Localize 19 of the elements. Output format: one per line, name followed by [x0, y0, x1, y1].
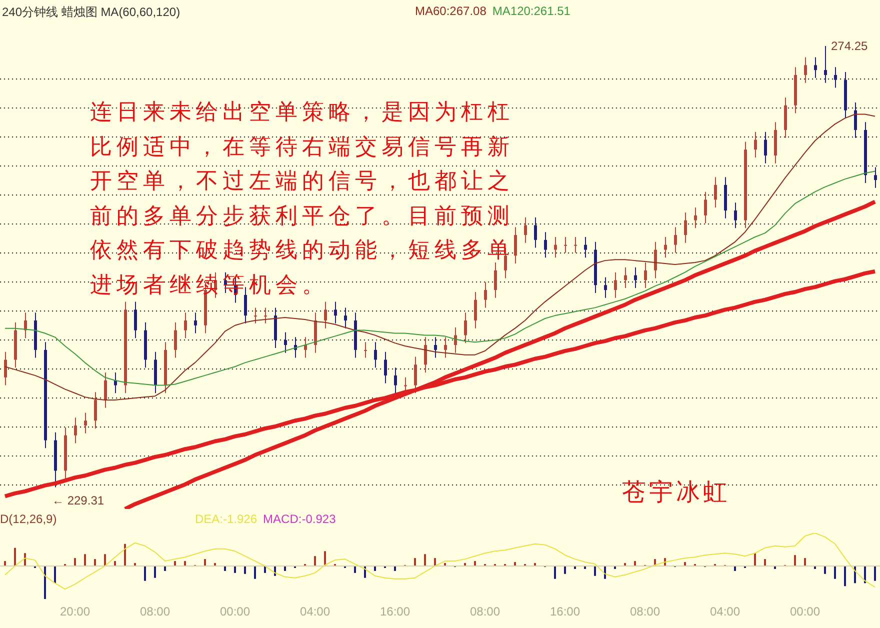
x-tick-label: 08:00 — [470, 604, 500, 619]
chart-title: D(12,26,9) — [0, 512, 57, 526]
x-tick-label: 20:00 — [60, 604, 90, 619]
x-tick-label: 16:00 — [380, 604, 410, 619]
text: DEA:-1.926 — [195, 512, 258, 526]
x-tick-label: 08:00 — [630, 604, 660, 619]
text: MACD:-0.923 — [263, 512, 336, 526]
annotation: 苍宇冰虹 — [622, 477, 730, 508]
annotation: 274.25 — [831, 39, 868, 53]
text: MA120:261.51 — [492, 4, 570, 18]
x-tick-label: 00:00 — [220, 604, 250, 619]
text: ← 229.31 — [52, 493, 104, 508]
x-tick-label: 04:00 — [710, 604, 740, 619]
chart-title: 240分钟线 蜡烛图 MA(60,60,120) — [2, 4, 180, 21]
x-tick-label: 16:00 — [550, 604, 580, 619]
x-tick-label: 00:00 — [790, 604, 820, 619]
x-tick-label: 08:00 — [140, 604, 170, 619]
x-tick-label: 04:00 — [300, 604, 330, 619]
text: MA60:267.08 — [415, 4, 486, 18]
